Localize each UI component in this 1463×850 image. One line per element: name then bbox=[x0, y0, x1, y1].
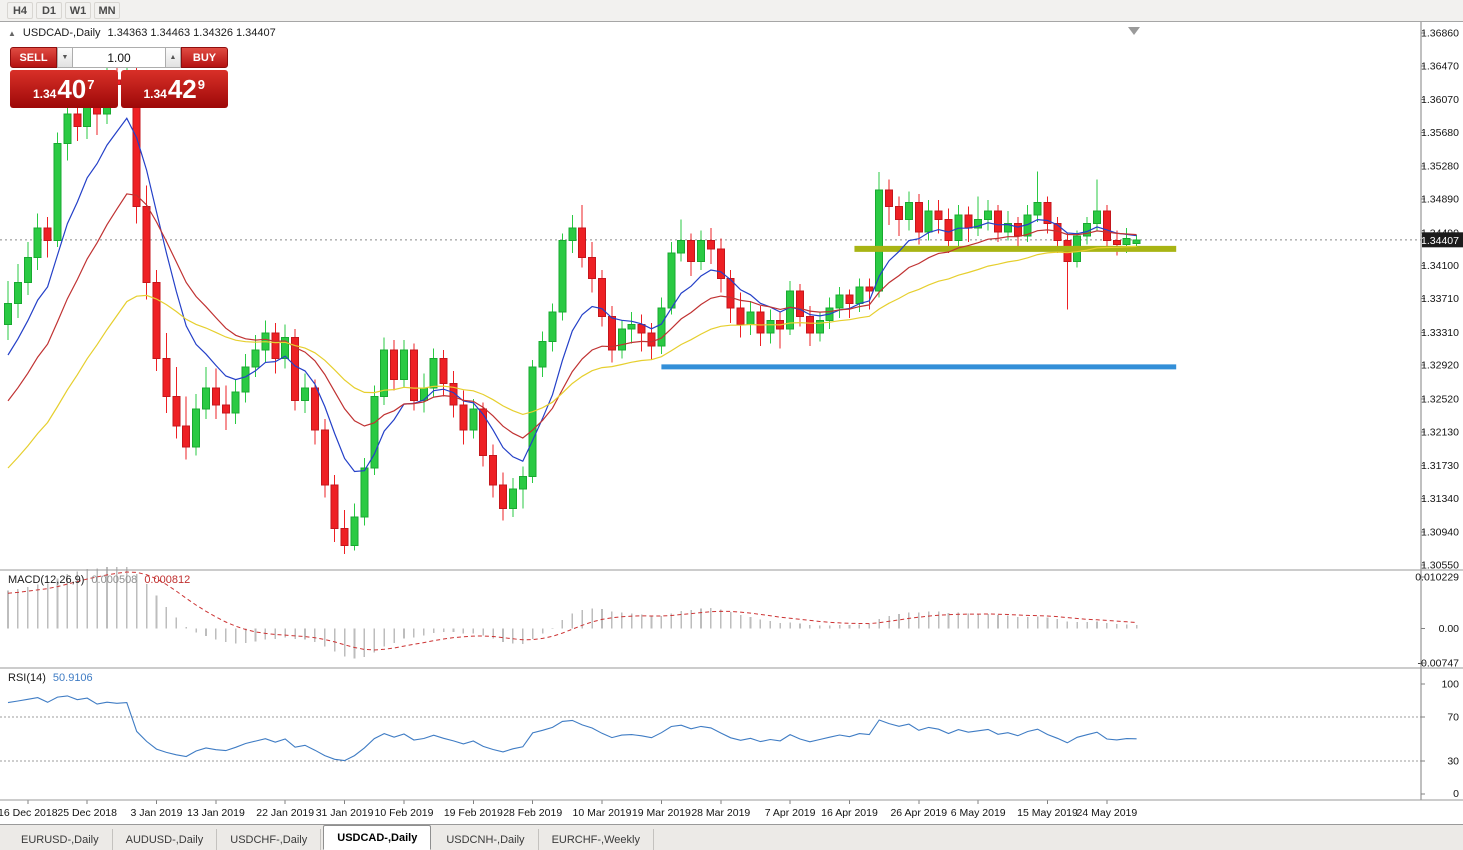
ohlc-values: 1.34363 1.34463 1.34326 1.34407 bbox=[107, 27, 276, 39]
ma-slow-yellow-line bbox=[7, 245, 1137, 469]
price-axis[interactable] bbox=[1421, 22, 1463, 800]
time-axis-label: 28 Feb 2019 bbox=[503, 807, 562, 819]
tab-usdcad-daily[interactable]: USDCAD-,Daily bbox=[323, 825, 432, 850]
macd-signal-value: 0.000812 bbox=[144, 574, 191, 586]
price-axis-label: 1.31730 bbox=[1421, 460, 1459, 472]
price-axis-label: 1.34890 bbox=[1421, 194, 1459, 206]
macd-main-value: 0.000508 bbox=[91, 574, 138, 586]
price-axis-label: 1.31340 bbox=[1421, 493, 1459, 505]
price-axis-label: 1.36070 bbox=[1421, 94, 1459, 106]
volume-decrease-button[interactable]: ▼ bbox=[57, 47, 73, 68]
sell-price-box[interactable]: 1.34 40 7 bbox=[10, 70, 118, 108]
timeframe-mn-button[interactable]: MN bbox=[94, 2, 120, 19]
tab-eurchf-weekly[interactable]: EURCHF-,Weekly bbox=[539, 829, 654, 850]
tab-audusd-daily[interactable]: AUDUSD-,Daily bbox=[113, 829, 218, 850]
time-axis-label: 19 Mar 2019 bbox=[632, 807, 691, 819]
chart-header: ▲ USDCAD-,Daily 1.34363 1.34463 1.34326 … bbox=[8, 27, 276, 39]
price-axis-label: 1.36470 bbox=[1421, 60, 1459, 72]
chart-shift-marker-icon[interactable] bbox=[1128, 27, 1140, 35]
tab-eurusd-daily[interactable]: EURUSD-,Daily bbox=[8, 829, 113, 850]
candles-series bbox=[4, 50, 1141, 555]
time-axis-label: 19 Feb 2019 bbox=[444, 807, 503, 819]
time-axis-label: 6 May 2019 bbox=[951, 807, 1006, 819]
chevron-down-icon: ▼ bbox=[61, 54, 69, 61]
symbol-title: USDCAD-,Daily bbox=[22, 27, 101, 39]
time-axis-label: 7 Apr 2019 bbox=[765, 807, 816, 819]
collapse-panel-icon[interactable]: ▲ bbox=[8, 28, 16, 38]
buy-price-figure: 1.34 bbox=[143, 87, 167, 101]
rsi-axis-label: 30 bbox=[1447, 756, 1459, 768]
rsi-header: RSI(14) 50.9106 bbox=[8, 672, 93, 684]
time-axis-label: 26 Apr 2019 bbox=[890, 807, 947, 819]
rsi-axis-label: 70 bbox=[1447, 712, 1459, 724]
time-axis-label: 13 Jan 2019 bbox=[187, 807, 245, 819]
tab-usdchf-daily[interactable]: USDCHF-,Daily bbox=[217, 829, 322, 850]
macd-signal-line bbox=[7, 571, 1137, 651]
rsi-name: RSI(14) bbox=[8, 672, 46, 684]
price-axis-label: 1.33710 bbox=[1421, 293, 1459, 305]
sell-price-point: 7 bbox=[87, 77, 95, 92]
bid-price-badge-text: 1.34407 bbox=[1421, 235, 1459, 247]
time-axis-label: 15 May 2019 bbox=[1017, 807, 1078, 819]
buy-price-point: 9 bbox=[197, 77, 205, 92]
macd-name: MACD(12,26,9) bbox=[8, 574, 85, 586]
sell-price-figure: 1.34 bbox=[32, 87, 57, 101]
time-axis-label: 16 Apr 2019 bbox=[821, 807, 878, 819]
bid-price-badge bbox=[1422, 232, 1463, 248]
price-axis-label: 1.33310 bbox=[1421, 327, 1459, 339]
tab-usdcnh-daily[interactable]: USDCNH-,Daily bbox=[433, 829, 539, 850]
chevron-up-icon: ▲ bbox=[169, 54, 177, 61]
ma-fast-blue-line bbox=[7, 117, 1137, 473]
volume-input[interactable] bbox=[73, 47, 165, 68]
ma-mid-red-line bbox=[7, 193, 1137, 439]
rsi-line bbox=[7, 695, 1137, 762]
macd-axis-label: -0.00747 bbox=[1418, 658, 1460, 670]
time-axis[interactable] bbox=[0, 800, 1421, 824]
buy-price-pips: 42 bbox=[167, 74, 197, 104]
price-axis-label: 1.30550 bbox=[1421, 560, 1459, 572]
volume-increase-button[interactable]: ▲ bbox=[165, 47, 181, 68]
rsi-axis-label: 0 bbox=[1453, 788, 1459, 800]
buy-button[interactable]: BUY bbox=[181, 47, 228, 68]
price-axis-label: 1.30940 bbox=[1421, 527, 1459, 539]
chart-plot-area[interactable] bbox=[0, 22, 1463, 824]
rsi-value: 50.9106 bbox=[52, 672, 93, 684]
time-axis-label: 10 Mar 2019 bbox=[573, 807, 632, 819]
price-axis-label: 1.35680 bbox=[1421, 127, 1459, 139]
time-axis-label: 3 Jan 2019 bbox=[131, 807, 183, 819]
price-axis-label: 1.36860 bbox=[1421, 28, 1459, 40]
time-axis-label: 16 Dec 2018 bbox=[0, 807, 58, 819]
buy-price-box[interactable]: 1.34 42 9 bbox=[120, 70, 228, 108]
axis-background bbox=[1421, 22, 1463, 824]
macd-header: MACD(12,26,9) 0.000508 0.000812 bbox=[8, 574, 190, 586]
timeframe-d1-button[interactable]: D1 bbox=[36, 2, 62, 19]
time-axis-label: 25 Dec 2018 bbox=[57, 807, 117, 819]
sell-button[interactable]: SELL bbox=[10, 47, 57, 68]
macd-axis-label: 0.010229 bbox=[1415, 572, 1459, 584]
price-axis-label: 1.35280 bbox=[1421, 161, 1459, 173]
price-axis-label: 1.32130 bbox=[1421, 426, 1459, 438]
timeframe-h4-button[interactable]: H4 bbox=[7, 2, 33, 19]
time-axis-label: 24 May 2019 bbox=[1077, 807, 1138, 819]
time-axis-label: 10 Feb 2019 bbox=[375, 807, 434, 819]
price-axis-label: 1.32520 bbox=[1421, 393, 1459, 405]
sell-price-pips: 40 bbox=[57, 74, 87, 104]
price-axis-label: 1.32920 bbox=[1421, 360, 1459, 372]
timeframe-w1-button[interactable]: W1 bbox=[65, 2, 91, 19]
time-axis-label: 31 Jan 2019 bbox=[316, 807, 374, 819]
macd-axis-label: 0.00 bbox=[1439, 623, 1460, 635]
rsi-axis-label: 100 bbox=[1441, 679, 1459, 691]
price-axis-label: 1.34100 bbox=[1421, 260, 1459, 272]
timeframe-toolbar: H4 D1 W1 MN bbox=[0, 0, 1463, 22]
chart-tabs-bar: EURUSD-,Daily AUDUSD-,Daily USDCHF-,Dail… bbox=[0, 824, 1463, 850]
time-axis-label: 28 Mar 2019 bbox=[691, 807, 750, 819]
time-axis-label: 22 Jan 2019 bbox=[256, 807, 314, 819]
one-click-trading-panel: SELL ▼ ▲ BUY 1.34 40 7 1.34 42 9 bbox=[10, 47, 228, 108]
